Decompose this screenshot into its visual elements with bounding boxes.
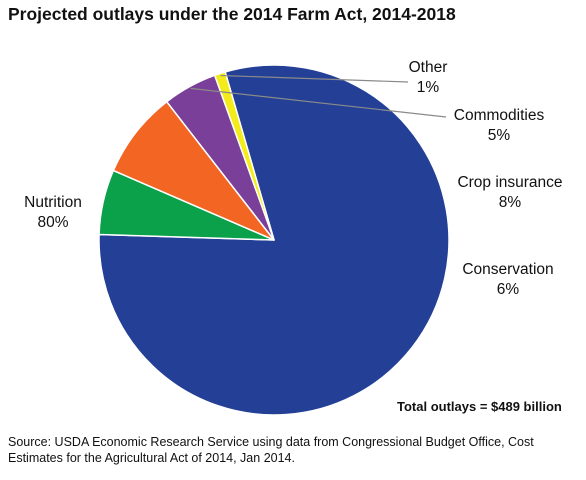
slice-label-nutrition: Nutrition 80% [18, 193, 88, 233]
slice-label-other: Other 1% [394, 58, 462, 98]
chart-title: Projected outlays under the 2014 Farm Ac… [8, 4, 456, 24]
slice-value-other: 1% [416, 79, 440, 96]
slice-label-conservation: Conservation 6% [452, 260, 564, 300]
leader-line-other [220, 74, 409, 83]
total-outlays-note: Total outlays = $489 billion [397, 399, 562, 414]
slice-name-other: Other [408, 59, 448, 76]
pie-slice-other [213, 71, 275, 241]
slice-label-crop-insurance: Crop insurance 8% [444, 173, 576, 213]
slice-name-nutrition: Nutrition [24, 194, 82, 211]
slice-name-conservation: Conservation [462, 261, 554, 278]
source-note: Source: USDA Economic Research Service u… [8, 435, 534, 465]
slice-label-commodities: Commodities 5% [440, 106, 558, 146]
slice-name-commodities: Commodities [453, 107, 545, 124]
slice-value-conservation: 6% [496, 281, 520, 298]
slice-name-crop-insurance: Crop insurance [457, 174, 563, 191]
leader-line-commodities [190, 87, 447, 118]
slice-value-nutrition: 80% [37, 214, 69, 231]
slice-value-commodities: 5% [487, 127, 511, 144]
slice-value-crop-insurance: 8% [498, 194, 522, 211]
